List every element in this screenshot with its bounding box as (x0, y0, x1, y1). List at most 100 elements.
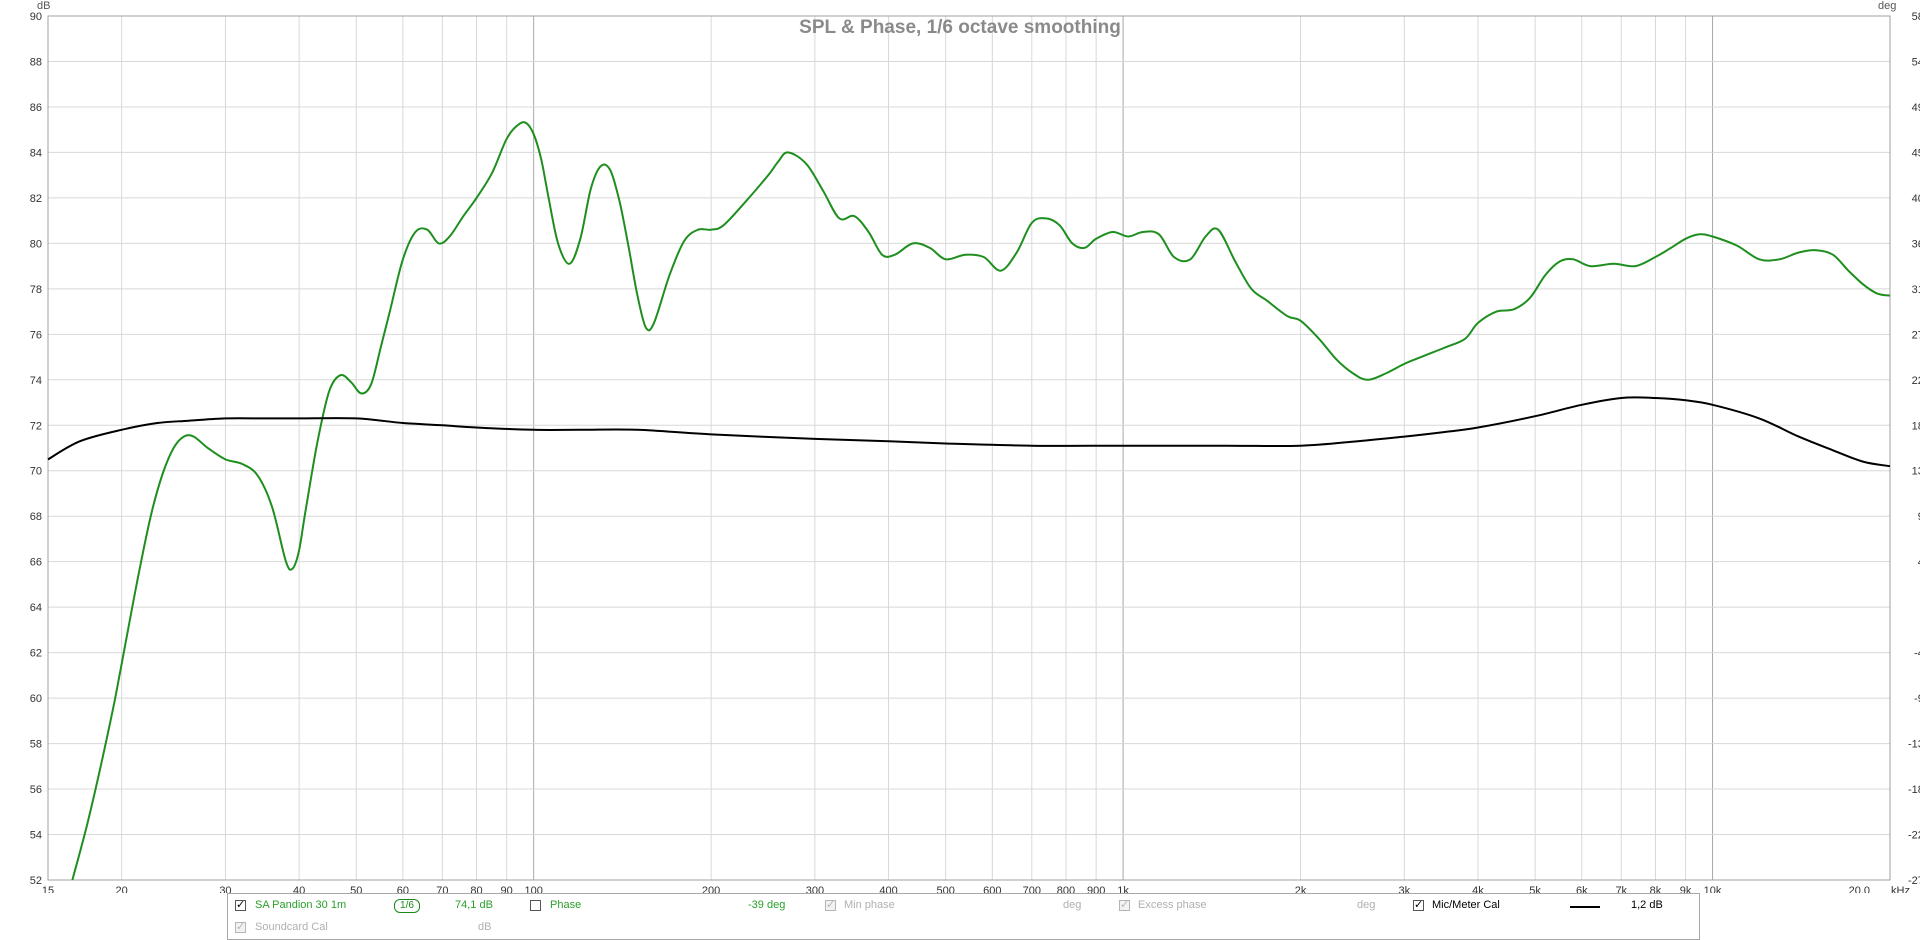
y2-tick-label: 315 (1912, 284, 1920, 296)
y-tick-label: 76 (30, 329, 42, 341)
x-tick-label: 500 (936, 885, 954, 893)
smoothing-button[interactable]: 1/6 (394, 899, 420, 913)
y2-tick-label: 450 (1912, 147, 1920, 159)
y2-tick-label: 405 (1912, 193, 1920, 205)
x-tick-label: 20,0 (1849, 885, 1870, 893)
y2-tick-label: -135 (1908, 739, 1920, 751)
x-tick-label: 4k (1472, 885, 1484, 893)
y-tick-label: 62 (30, 648, 42, 660)
y2-tick-label: 45 (1918, 557, 1920, 569)
x-tick-label: 1k (1117, 885, 1129, 893)
chart-title: SPL & Phase, 1/6 octave smoothing (799, 17, 1121, 38)
mic-cal-value: 1,2 dB (1631, 899, 1663, 911)
y-axis-label-left: dB (37, 0, 50, 12)
spl-series-line (71, 121, 1891, 881)
soundcard-cal-label: Soundcard Cal (255, 921, 328, 933)
excess-phase-label: Excess phase (1138, 899, 1207, 911)
y2-tick-label: 540 (1912, 56, 1920, 68)
y2-tick-label: -225 (1908, 830, 1920, 842)
y-axis-label-right: deg (1878, 0, 1896, 12)
y-tick-label: 64 (30, 602, 42, 614)
plot-frame (47, 15, 1891, 881)
y2-tick-label: -180 (1908, 784, 1920, 796)
y2-tick-label: 90 (1918, 511, 1920, 523)
y-tick-label: 74 (30, 375, 42, 387)
spl-checkbox[interactable]: ✓ (235, 899, 246, 911)
x-tick-label: 90 (501, 885, 513, 893)
x-tick-label: 200 (702, 885, 720, 893)
y2-tick-label: -45 (1914, 648, 1920, 660)
x-tick-label: 10k (1704, 885, 1722, 893)
y-tick-label: 56 (30, 784, 42, 796)
min-phase-unit: deg (1063, 899, 1082, 911)
y-tick-label: 90 (30, 11, 42, 23)
phase-checkbox[interactable] (530, 900, 541, 911)
y2-tick-label: 585 (1912, 11, 1920, 23)
phase-value: -39 deg (748, 899, 786, 911)
soundcard-cal-checkbox[interactable]: ✓ (235, 921, 246, 933)
x-axis: 15 20 30 40 50 60 70 80 90 100 200 300 400 500 600 700 8… (42, 885, 1910, 893)
excess-phase-checkbox[interactable]: ✓ (1119, 899, 1130, 911)
min-phase-checkbox[interactable]: ✓ (825, 899, 836, 911)
y2-tick-label: 135 (1912, 466, 1920, 478)
x-tick-label: 8k (1650, 885, 1662, 893)
x-tick-label: 20 (116, 885, 128, 893)
x-tick-label: 5k (1529, 885, 1541, 893)
x-tick-label: 400 (879, 885, 897, 893)
y-tick-label: 80 (30, 238, 42, 250)
excess-phase-unit: deg (1357, 899, 1376, 911)
soundcard-cal-unit: dB (478, 921, 492, 933)
min-phase-label: Min phase (844, 899, 895, 911)
x-tick-label: 100 (524, 885, 542, 893)
y-tick-label: 60 (30, 693, 42, 705)
x-tick-label: 3k (1399, 885, 1411, 893)
y-tick-label: 72 (30, 420, 42, 432)
series-layer (47, 121, 1891, 881)
spl-value: 74,1 dB (455, 899, 493, 911)
y2-tick-label: 495 (1912, 102, 1920, 114)
y-tick-label: 84 (30, 147, 42, 159)
x-tick-label: 40 (293, 885, 305, 893)
x-unit-label: kHz (1891, 885, 1910, 893)
y-axis-right: -270-225-180-135-90-45045901351802252703… (1908, 11, 1920, 887)
x-tick-label: 60 (397, 885, 409, 893)
y-tick-label: 82 (30, 193, 42, 205)
y2-tick-label: -270 (1908, 875, 1920, 887)
mic-cal-swatch (1570, 906, 1600, 908)
x-tick-label: 50 (350, 885, 362, 893)
x-tick-label: 600 (983, 885, 1001, 893)
x-tick-label: 70 (436, 885, 448, 893)
mic-cal-checkbox[interactable]: ✓ (1413, 899, 1424, 911)
y-tick-label: 52 (30, 875, 42, 887)
spl-phase-chart[interactable]: 52 54 56 58 60 62 64 66 68 70 72 74 76 78 80 82 84 86 88 90… (0, 0, 1920, 893)
y2-tick-label: 270 (1912, 329, 1920, 341)
x-tick-label: 300 (806, 885, 824, 893)
y2-tick-label: -90 (1914, 693, 1920, 705)
x-tick-label: 80 (470, 885, 482, 893)
y-tick-label: 68 (30, 511, 42, 523)
x-tick-label: 700 (1023, 885, 1041, 893)
x-tick-label: 30 (219, 885, 231, 893)
spl-label: SA Pandion 30 1m (255, 899, 347, 911)
y-tick-label: 54 (30, 830, 42, 842)
x-tick-label: 6k (1576, 885, 1588, 893)
x-tick-label: 2k (1295, 885, 1307, 893)
x-tick-label: 900 (1087, 885, 1105, 893)
y-tick-label: 86 (30, 102, 42, 114)
x-tick-label: 15 (42, 885, 54, 893)
mic-cal-label: Mic/Meter Cal (1432, 899, 1500, 911)
y-tick-label: 58 (30, 739, 42, 751)
y-tick-label: 70 (30, 466, 42, 478)
x-tick-label: 7k (1615, 885, 1627, 893)
x-tick-label: 9k (1680, 885, 1692, 893)
x-tick-label: 800 (1057, 885, 1075, 893)
y2-tick-label: 360 (1912, 238, 1920, 250)
y-tick-label: 78 (30, 284, 42, 296)
chart-grid (47, 15, 1891, 881)
legend-panel: ✓ SA Pandion 30 1m 1/6 74,1 dB Phase -39… (227, 893, 1700, 940)
y2-tick-label: 225 (1912, 375, 1920, 387)
y-axis-left: 52 54 56 58 60 62 64 66 68 70 72 74 76 78 80 82 84 86 88 90 (30, 11, 42, 887)
y-tick-label: 88 (30, 56, 42, 68)
phase-label: Phase (550, 899, 582, 911)
y-tick-label: 66 (30, 557, 42, 569)
